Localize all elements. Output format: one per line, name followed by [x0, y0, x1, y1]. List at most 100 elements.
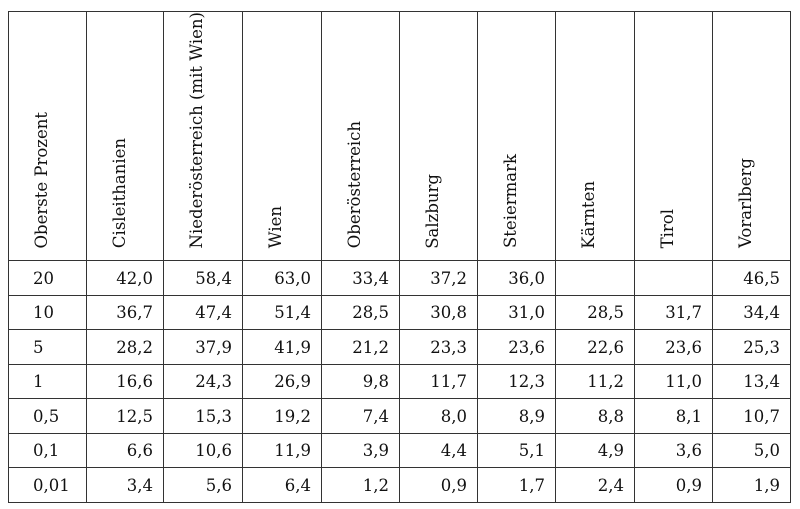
table-cell: 0,9	[399, 467, 478, 503]
header-steiermark: Steiermark	[477, 10, 556, 262]
table-cell: 26,9	[242, 363, 322, 400]
table-cell	[555, 260, 635, 296]
table-cell: 3,9	[321, 432, 400, 469]
header-cisleithanien: Cisleithanien	[86, 10, 164, 262]
table-cell: 13,4	[712, 363, 791, 400]
table-cell: 22,6	[555, 329, 635, 365]
table-cell: 28,5	[321, 294, 400, 331]
header-label: Kärnten	[579, 180, 598, 249]
table-cell: 5,6	[163, 467, 243, 503]
table-cell: 9,8	[321, 363, 400, 400]
table-cell: 41,9	[242, 329, 322, 365]
table-cell: 19,2	[242, 398, 322, 434]
table-cell: 8,8	[555, 398, 635, 434]
table-cell: 6,4	[242, 467, 322, 503]
table-cell: 58,4	[163, 260, 243, 296]
table-cell: 11,0	[634, 363, 713, 400]
table-cell: 15,3	[163, 398, 243, 434]
table-cell: 31,7	[634, 294, 713, 331]
header-niederoesterreich: Niederösterreich (mit Wien)	[163, 10, 243, 262]
header-label: Tirol	[658, 209, 677, 249]
header-vorarlberg: Vorarlberg	[712, 10, 791, 262]
table-cell: 16,6	[86, 363, 164, 400]
table-cell: 1,9	[712, 467, 791, 503]
table-cell: 42,0	[86, 260, 164, 296]
table-cell: 34,4	[712, 294, 791, 331]
header-label: Salzburg	[423, 173, 442, 249]
table-cell: 0,5	[8, 398, 87, 434]
header-wien: Wien	[242, 10, 322, 262]
header-label: Steiermark	[501, 154, 520, 249]
header-oberoesterreich: Oberösterreich	[321, 10, 400, 262]
table-cell: 4,9	[555, 432, 635, 469]
table-cell: 11,2	[555, 363, 635, 400]
table-row: 0,01 3,4 5,6 6,4 1,2 0,9 1,7 2,4 0,9 1,9	[8, 467, 791, 503]
table-cell: 46,5	[712, 260, 791, 296]
table-cell: 12,3	[477, 363, 556, 400]
table-cell: 2,4	[555, 467, 635, 503]
table-cell: 63,0	[242, 260, 322, 296]
table-cell: 37,9	[163, 329, 243, 365]
table-cell: 47,4	[163, 294, 243, 331]
table-cell: 28,2	[86, 329, 164, 365]
income-share-table-container: Oberste Prozent Cisleithanien Niederöste…	[8, 10, 791, 503]
table-cell: 1,7	[477, 467, 556, 503]
table-cell: 0,01	[8, 467, 87, 503]
table-cell: 5	[8, 329, 87, 365]
table-row: 0,5 12,5 15,3 19,2 7,4 8,0 8,9 8,8 8,1 1…	[8, 398, 791, 434]
table-row: 20 42,0 58,4 63,0 33,4 37,2 36,0 46,5	[8, 260, 791, 296]
table-cell: 1	[8, 363, 87, 400]
table-cell: 10	[8, 294, 87, 331]
table-cell: 51,4	[242, 294, 322, 331]
header-label: Niederösterreich (mit Wien)	[187, 12, 206, 249]
header-salzburg: Salzburg	[399, 10, 478, 262]
table-cell: 23,3	[399, 329, 478, 365]
table-row: 5 28,2 37,9 41,9 21,2 23,3 23,6 22,6 23,…	[8, 329, 791, 365]
table-cell: 11,7	[399, 363, 478, 400]
table-cell: 0,1	[8, 432, 87, 469]
table-cell: 21,2	[321, 329, 400, 365]
table-cell: 11,9	[242, 432, 322, 469]
table-cell: 24,3	[163, 363, 243, 400]
table-cell: 7,4	[321, 398, 400, 434]
header-label: Cisleithanien	[110, 138, 129, 249]
table-cell: 5,0	[712, 432, 791, 469]
table-cell: 5,1	[477, 432, 556, 469]
table-cell: 23,6	[477, 329, 556, 365]
table-row: 10 36,7 47,4 51,4 28,5 30,8 31,0 28,5 31…	[8, 294, 791, 331]
header-label: Vorarlberg	[736, 158, 755, 249]
table-cell: 1,2	[321, 467, 400, 503]
table-cell: 8,1	[634, 398, 713, 434]
table-cell: 23,6	[634, 329, 713, 365]
table-row: 1 16,6 24,3 26,9 9,8 11,7 12,3 11,2 11,0…	[8, 363, 791, 400]
table-cell: 20	[8, 260, 87, 296]
table-cell: 8,0	[399, 398, 478, 434]
header-oberste-prozent: Oberste Prozent	[8, 10, 87, 262]
table-cell: 10,7	[712, 398, 791, 434]
table-cell: 0,9	[634, 467, 713, 503]
table-cell	[634, 260, 713, 296]
table-cell: 33,4	[321, 260, 400, 296]
table-cell: 30,8	[399, 294, 478, 331]
header-label: Wien	[266, 206, 285, 249]
table-cell: 3,6	[634, 432, 713, 469]
table-cell: 25,3	[712, 329, 791, 365]
table-cell: 31,0	[477, 294, 556, 331]
header-label: Oberste Prozent	[32, 111, 51, 249]
table-cell: 12,5	[86, 398, 164, 434]
table-cell: 6,6	[86, 432, 164, 469]
table-cell: 36,7	[86, 294, 164, 331]
header-label: Oberösterreich	[345, 121, 364, 249]
table-cell: 4,4	[399, 432, 478, 469]
table-cell: 37,2	[399, 260, 478, 296]
table-row: 0,1 6,6 10,6 11,9 3,9 4,4 5,1 4,9 3,6 5,…	[8, 432, 791, 469]
header-kaernten: Kärnten	[555, 10, 635, 262]
header-row: Oberste Prozent Cisleithanien Niederöste…	[8, 10, 791, 262]
table-cell: 10,6	[163, 432, 243, 469]
table-cell: 36,0	[477, 260, 556, 296]
table-cell: 3,4	[86, 467, 164, 503]
header-tirol: Tirol	[634, 10, 713, 262]
table-cell: 8,9	[477, 398, 556, 434]
income-share-table: Oberste Prozent Cisleithanien Niederöste…	[8, 10, 791, 503]
table-cell: 28,5	[555, 294, 635, 331]
